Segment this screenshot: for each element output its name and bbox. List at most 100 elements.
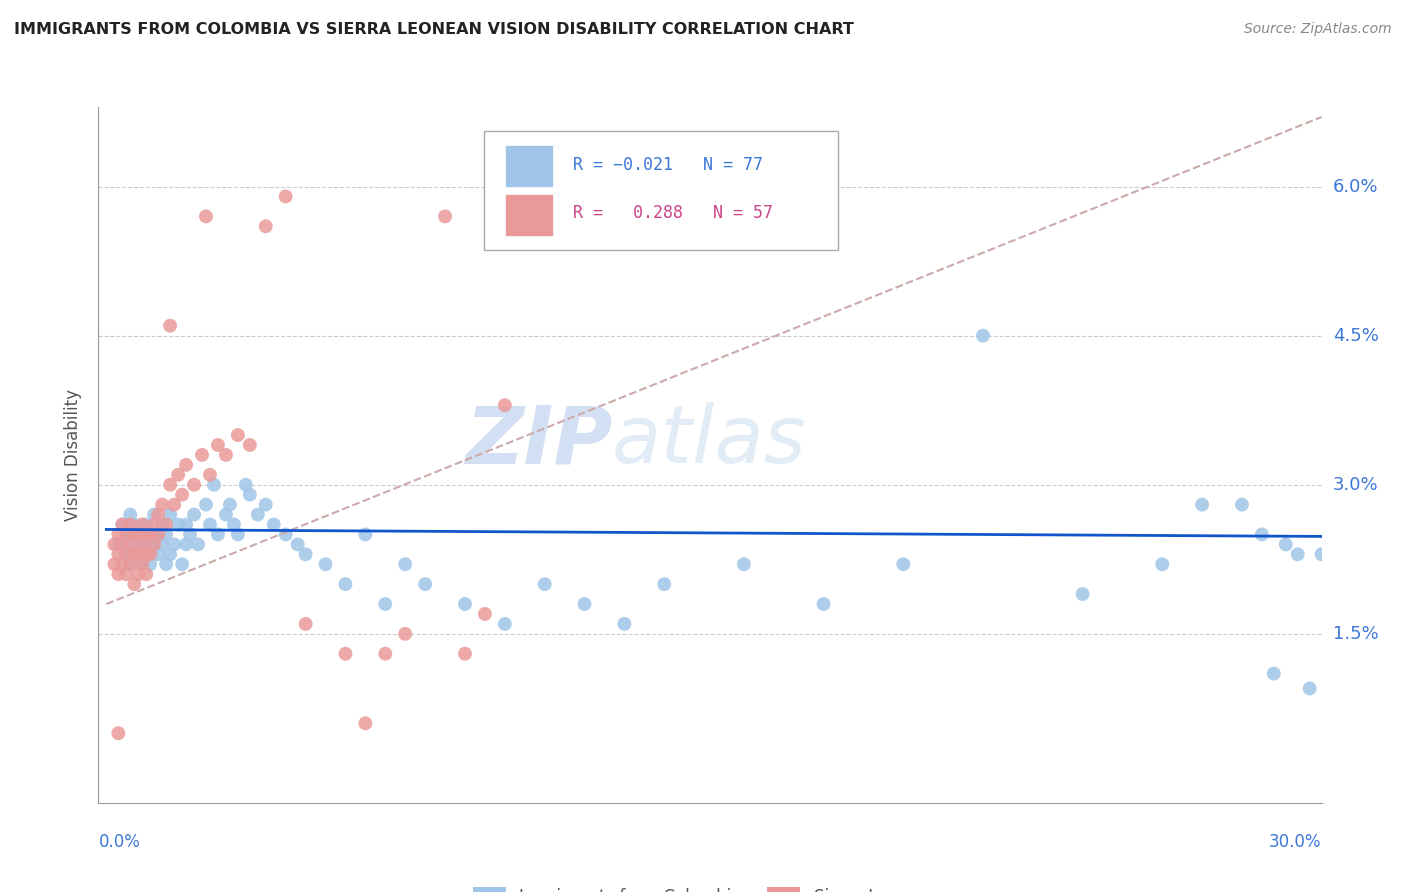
Point <box>155 558 177 572</box>
Point <box>294 547 316 561</box>
Point <box>135 567 157 582</box>
Point <box>1274 537 1296 551</box>
Point <box>179 527 201 541</box>
Text: 30.0%: 30.0% <box>1270 833 1322 851</box>
Point <box>124 527 146 541</box>
Point <box>354 527 377 541</box>
Point <box>135 547 157 561</box>
Point <box>107 537 129 551</box>
Point <box>163 537 186 551</box>
Point <box>107 527 129 541</box>
Text: 4.5%: 4.5% <box>1333 326 1379 344</box>
Point <box>103 558 125 572</box>
Point <box>131 558 153 572</box>
Point <box>107 547 129 561</box>
Point <box>120 537 142 551</box>
Point <box>111 558 134 572</box>
Point <box>159 508 181 522</box>
Point <box>115 527 138 541</box>
Point <box>454 597 477 611</box>
Point <box>135 527 157 541</box>
Point <box>274 189 297 203</box>
Point <box>124 537 146 551</box>
Point <box>1310 547 1333 561</box>
Point <box>111 517 134 532</box>
Point <box>143 527 166 541</box>
Point <box>315 558 337 572</box>
Text: 3.0%: 3.0% <box>1333 475 1378 494</box>
Point <box>235 477 257 491</box>
Point <box>174 517 197 532</box>
Point <box>115 567 138 582</box>
Point <box>159 477 181 491</box>
Point <box>127 567 149 582</box>
Text: R =   0.288   N = 57: R = 0.288 N = 57 <box>574 204 773 222</box>
Point <box>222 517 245 532</box>
Point <box>219 498 242 512</box>
Point <box>198 517 221 532</box>
Point <box>226 428 249 442</box>
Point <box>198 467 221 482</box>
Bar <box>505 194 554 235</box>
Legend: Immigrants from Colombia, Sierra Leoneans: Immigrants from Colombia, Sierra Leonean… <box>467 880 953 892</box>
Point <box>111 517 134 532</box>
Point <box>294 616 316 631</box>
Point <box>174 458 197 472</box>
Point <box>131 558 153 572</box>
Point <box>215 508 238 522</box>
Point <box>120 558 142 572</box>
Point <box>163 498 186 512</box>
Point <box>239 488 262 502</box>
Point <box>1263 666 1285 681</box>
Text: 1.5%: 1.5% <box>1333 624 1378 643</box>
Point <box>254 498 277 512</box>
Point <box>139 547 162 561</box>
Point <box>131 537 153 551</box>
Point <box>215 448 238 462</box>
Point <box>494 616 516 631</box>
Point <box>148 527 170 541</box>
Point <box>155 517 177 532</box>
Point <box>246 508 269 522</box>
Text: ZIP: ZIP <box>465 402 612 480</box>
Point <box>183 477 205 491</box>
Point <box>195 210 218 224</box>
Point <box>613 616 636 631</box>
Point <box>139 558 162 572</box>
Point <box>103 537 125 551</box>
Point <box>131 517 153 532</box>
Point <box>413 577 436 591</box>
Point <box>135 547 157 561</box>
Point <box>120 517 142 532</box>
Point <box>254 219 277 234</box>
Point <box>135 527 157 541</box>
Point <box>1191 498 1213 512</box>
Point <box>374 647 396 661</box>
Point <box>139 537 162 551</box>
Text: R = −0.021   N = 77: R = −0.021 N = 77 <box>574 156 763 175</box>
Point <box>394 558 416 572</box>
Point <box>124 547 146 561</box>
Point <box>120 558 142 572</box>
Point <box>135 517 157 532</box>
Point <box>131 537 153 551</box>
Text: 6.0%: 6.0% <box>1333 178 1378 195</box>
Point <box>202 477 225 491</box>
FancyBboxPatch shape <box>484 131 838 250</box>
Text: 0.0%: 0.0% <box>98 833 141 851</box>
Point <box>263 517 285 532</box>
Point <box>972 328 994 343</box>
Point <box>354 716 377 731</box>
Point <box>107 567 129 582</box>
Point <box>813 597 835 611</box>
Point <box>207 438 229 452</box>
Point <box>124 577 146 591</box>
Point <box>127 547 149 561</box>
Point <box>127 527 149 541</box>
Point <box>150 498 173 512</box>
Point <box>191 448 214 462</box>
Point <box>1250 527 1272 541</box>
Point <box>127 547 149 561</box>
Point <box>335 577 357 591</box>
Point <box>143 537 166 551</box>
